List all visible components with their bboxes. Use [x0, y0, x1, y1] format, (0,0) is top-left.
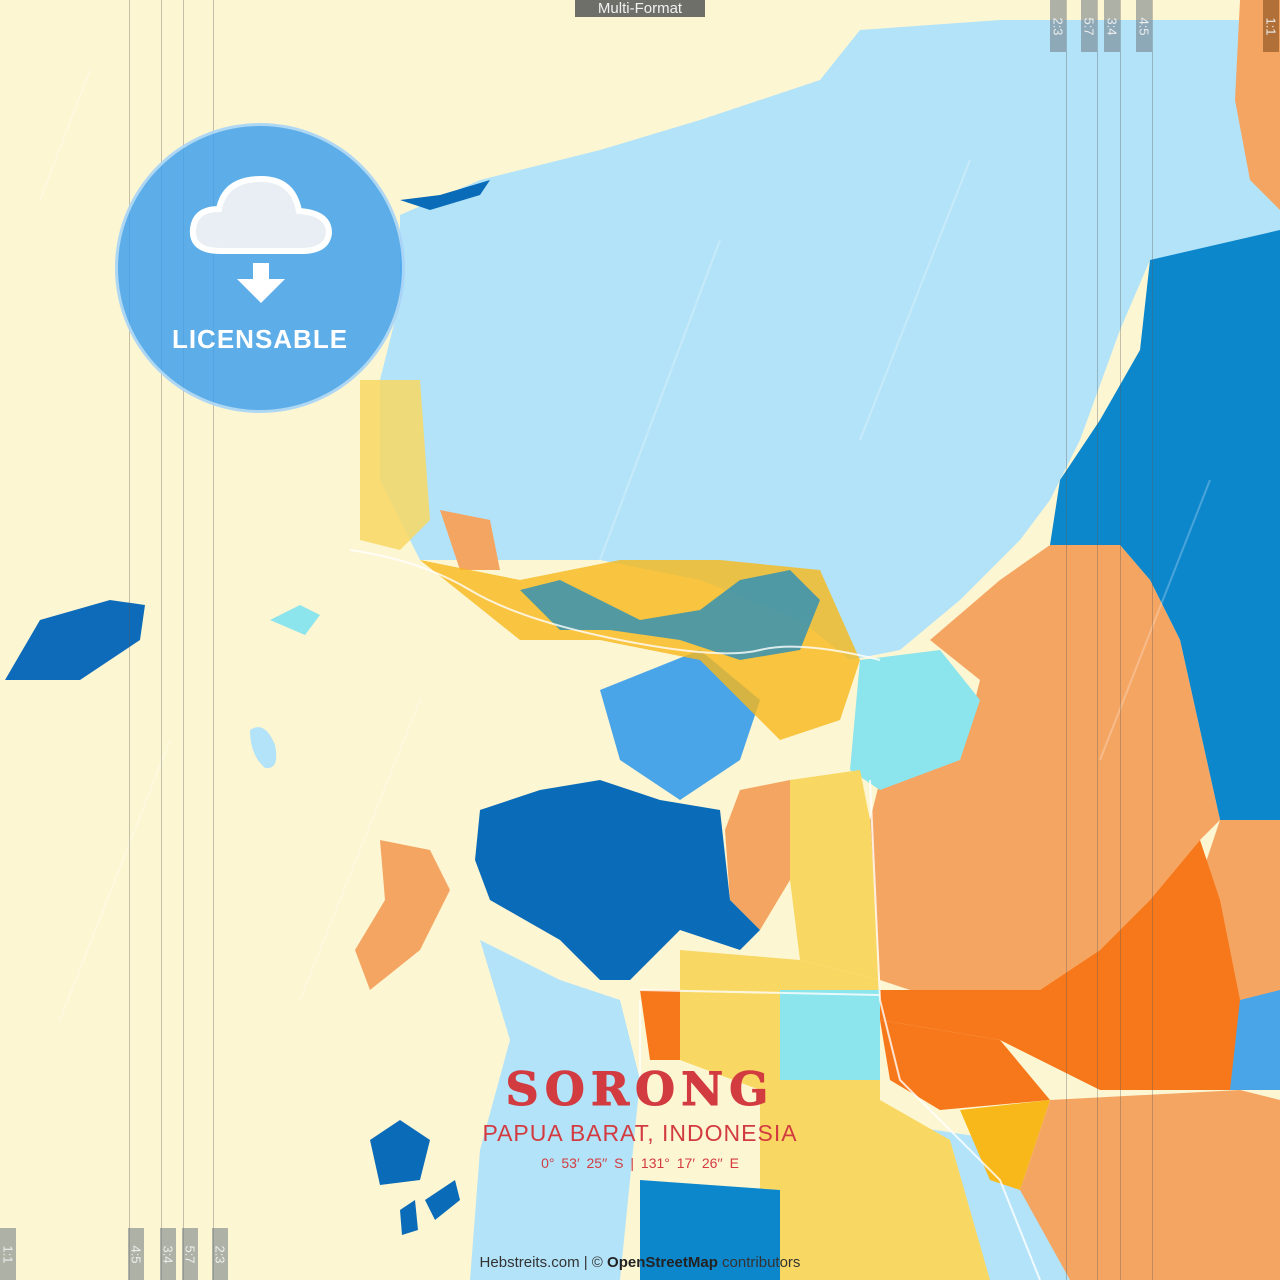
multi-format-tag: Multi-Format — [575, 0, 705, 17]
ratio-label-left-1-1[interactable]: 1:1 — [0, 1228, 16, 1280]
ratio-guide-line — [1152, 0, 1153, 1280]
diagonal-hatching — [39, 69, 1211, 1021]
credit-separator: | © — [579, 1254, 608, 1271]
ratio-guide-line — [213, 0, 214, 1280]
ratio-text: 4:5 — [1136, 16, 1152, 36]
licensable-badge[interactable]: LICENSABLE — [115, 123, 405, 413]
ratio-label-left-5-7[interactable]: 5:7 — [182, 1228, 198, 1280]
ratio-label-right-1-1[interactable]: 1:1 — [1263, 0, 1279, 52]
ratio-label-left-4-5[interactable]: 4:5 — [128, 1228, 144, 1280]
ratio-text: 2:3 — [212, 1244, 228, 1264]
ratio-text: 1:1 — [0, 1244, 16, 1264]
ratio-text: 1:1 — [1263, 16, 1279, 36]
districts — [5, 0, 1280, 1280]
water-areas — [250, 20, 1280, 1280]
roads — [349, 549, 1041, 1280]
attribution: Hebstreits.com | © OpenStreetMap contrib… — [250, 1246, 1030, 1280]
ratio-guide-line — [1097, 0, 1098, 1280]
ratio-label-right-3-4[interactable]: 3:4 — [1104, 0, 1120, 52]
ratio-text: 5:7 — [1081, 16, 1097, 36]
cloud-download-icon — [189, 175, 333, 303]
ratio-guide-line — [161, 0, 162, 1280]
coordinates: 0° 53′ 25′′ S | 131° 17′ 26′′ E — [541, 1155, 739, 1171]
ratio-guide-line — [1066, 0, 1067, 1280]
ratio-guide-line — [1120, 0, 1121, 1280]
ratio-text: 2:3 — [1050, 16, 1066, 36]
poster-title-block: SORONG PAPUA BARAT, INDONESIA 0° 53′ 25′… — [470, 1062, 810, 1172]
ratio-guide-line — [129, 0, 130, 1280]
ratio-guide-line — [183, 0, 184, 1280]
ratio-label-left-2-3[interactable]: 2:3 — [212, 1228, 228, 1280]
ratio-label-right-5-7[interactable]: 5:7 — [1081, 0, 1097, 52]
credit-suffix: contributors — [717, 1254, 801, 1271]
city-name: SORONG — [505, 1062, 775, 1117]
ratio-text: 3:4 — [1104, 16, 1120, 36]
region-name: PAPUA BARAT, INDONESIA — [482, 1120, 798, 1146]
ratio-label-right-2-3[interactable]: 2:3 — [1050, 0, 1066, 52]
ratio-text: 3:4 — [160, 1244, 176, 1264]
ratio-label-left-3-4[interactable]: 3:4 — [160, 1228, 176, 1280]
site-credit[interactable]: Hebstreits.com — [479, 1254, 580, 1271]
ratio-label-right-4-5[interactable]: 4:5 — [1136, 0, 1152, 52]
osm-link[interactable]: OpenStreetMap — [607, 1254, 718, 1271]
ratio-text: 5:7 — [182, 1244, 198, 1264]
licensable-label: LICENSABLE — [171, 324, 349, 354]
ratio-text: 4:5 — [128, 1244, 144, 1264]
